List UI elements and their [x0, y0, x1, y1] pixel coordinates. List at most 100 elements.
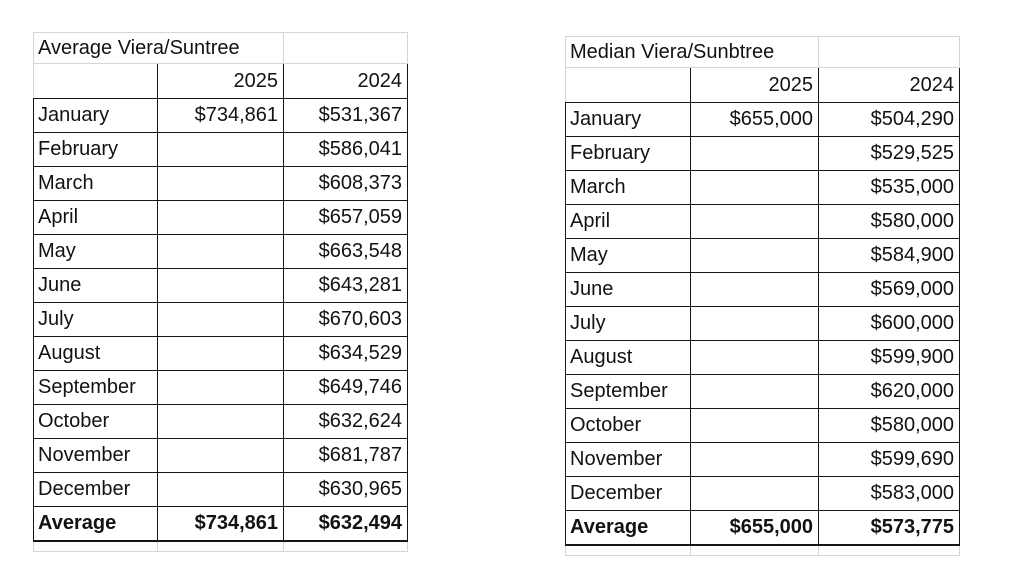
cell-average-2025[interactable]: $655,000: [690, 510, 819, 546]
cell-value-2025[interactable]: [157, 268, 284, 303]
cell-value-2024[interactable]: $600,000: [818, 306, 960, 341]
cell-month[interactable]: February: [565, 136, 691, 171]
cell-value-2025[interactable]: [157, 370, 284, 405]
table-footer-row: Average $734,861 $632,494: [33, 506, 408, 542]
cell-month[interactable]: October: [33, 404, 158, 439]
cell-average-2025[interactable]: $734,861: [157, 506, 284, 542]
cell-value-2025[interactable]: [690, 136, 819, 171]
cell-value-2025[interactable]: [157, 336, 284, 371]
table-row: March $608,373: [33, 166, 408, 201]
cell-month[interactable]: September: [33, 370, 158, 405]
cell-value-2025[interactable]: [690, 306, 819, 341]
cell-value-2025[interactable]: [690, 476, 819, 511]
cell-month[interactable]: September: [565, 374, 691, 409]
cell-month[interactable]: May: [33, 234, 158, 269]
empty-cell[interactable]: [283, 32, 408, 64]
cell-month[interactable]: June: [565, 272, 691, 307]
cell-value-2024[interactable]: $670,603: [283, 302, 408, 337]
table-title-cell[interactable]: Average Viera/Suntree: [33, 32, 284, 64]
cell-month[interactable]: August: [565, 340, 691, 375]
year-header-2024[interactable]: 2024: [283, 63, 408, 99]
table-row: Median Viera/Sunbtree: [565, 36, 960, 68]
table-row: November $681,787: [33, 438, 408, 473]
cell-month[interactable]: January: [33, 98, 158, 133]
table-row: February $529,525: [565, 136, 960, 171]
cell-value-2025[interactable]: [157, 472, 284, 507]
cell-value-2024[interactable]: $531,367: [283, 98, 408, 133]
table-row: January $734,861 $531,367: [33, 98, 408, 133]
cell-month[interactable]: October: [565, 408, 691, 443]
cell-value-2024[interactable]: $632,624: [283, 404, 408, 439]
cell-value-2025[interactable]: [157, 234, 284, 269]
cell-value-2024[interactable]: $504,290: [818, 102, 960, 137]
cell-month[interactable]: November: [33, 438, 158, 473]
empty-cell: [565, 545, 691, 556]
cell-value-2024[interactable]: $620,000: [818, 374, 960, 409]
cell-month[interactable]: December: [565, 476, 691, 511]
year-header-2024[interactable]: 2024: [818, 67, 960, 103]
corner-cell[interactable]: [565, 67, 691, 103]
cell-value-2025[interactable]: [690, 272, 819, 307]
cell-value-2024[interactable]: $586,041: [283, 132, 408, 167]
cell-month[interactable]: April: [565, 204, 691, 239]
cell-value-2025[interactable]: [157, 302, 284, 337]
cell-value-2024[interactable]: $649,746: [283, 370, 408, 405]
cell-month[interactable]: August: [33, 336, 158, 371]
empty-cell: [690, 545, 819, 556]
table-row: July $600,000: [565, 306, 960, 341]
cell-value-2025[interactable]: $655,000: [690, 102, 819, 137]
cell-value-2025[interactable]: [157, 200, 284, 235]
table-row: February $586,041: [33, 132, 408, 167]
cell-value-2024[interactable]: $599,900: [818, 340, 960, 375]
cell-average-2024[interactable]: $573,775: [818, 510, 960, 546]
cell-value-2025[interactable]: [690, 340, 819, 375]
cell-month[interactable]: November: [565, 442, 691, 477]
cell-value-2025[interactable]: [690, 408, 819, 443]
cell-value-2024[interactable]: $643,281: [283, 268, 408, 303]
cell-value-2024[interactable]: $569,000: [818, 272, 960, 307]
cell-average-label[interactable]: Average: [33, 506, 158, 542]
corner-cell[interactable]: [33, 63, 158, 99]
cell-value-2024[interactable]: $599,690: [818, 442, 960, 477]
cell-value-2025[interactable]: $734,861: [157, 98, 284, 133]
cell-value-2024[interactable]: $608,373: [283, 166, 408, 201]
cell-value-2024[interactable]: $580,000: [818, 204, 960, 239]
cell-value-2024[interactable]: $583,000: [818, 476, 960, 511]
cell-value-2024[interactable]: $535,000: [818, 170, 960, 205]
cell-month[interactable]: February: [33, 132, 158, 167]
year-header-2025[interactable]: 2025: [157, 63, 284, 99]
cell-month[interactable]: March: [33, 166, 158, 201]
cell-average-2024[interactable]: $632,494: [283, 506, 408, 542]
cell-value-2025[interactable]: [690, 238, 819, 273]
cell-value-2025[interactable]: [690, 442, 819, 477]
cell-value-2024[interactable]: $681,787: [283, 438, 408, 473]
cell-value-2025[interactable]: [690, 374, 819, 409]
cell-value-2024[interactable]: $657,059: [283, 200, 408, 235]
table-row: August $599,900: [565, 340, 960, 375]
cell-month[interactable]: June: [33, 268, 158, 303]
cell-month[interactable]: January: [565, 102, 691, 137]
cell-value-2025[interactable]: [157, 166, 284, 201]
cell-month[interactable]: July: [33, 302, 158, 337]
year-header-2025[interactable]: 2025: [690, 67, 819, 103]
cell-value-2025[interactable]: [157, 438, 284, 473]
cell-value-2025[interactable]: [690, 170, 819, 205]
cell-month[interactable]: March: [565, 170, 691, 205]
cell-value-2024[interactable]: $580,000: [818, 408, 960, 443]
cell-value-2025[interactable]: [157, 404, 284, 439]
cell-month[interactable]: April: [33, 200, 158, 235]
cell-value-2024[interactable]: $584,900: [818, 238, 960, 273]
cell-value-2024[interactable]: $630,965: [283, 472, 408, 507]
cell-value-2024[interactable]: $634,529: [283, 336, 408, 371]
gridline-stub-row: [565, 545, 960, 556]
cell-month[interactable]: December: [33, 472, 158, 507]
cell-value-2024[interactable]: $663,548: [283, 234, 408, 269]
cell-value-2025[interactable]: [690, 204, 819, 239]
cell-average-label[interactable]: Average: [565, 510, 691, 546]
table-title-cell[interactable]: Median Viera/Sunbtree: [565, 36, 819, 68]
cell-value-2025[interactable]: [157, 132, 284, 167]
empty-cell[interactable]: [818, 36, 960, 68]
cell-month[interactable]: May: [565, 238, 691, 273]
cell-value-2024[interactable]: $529,525: [818, 136, 960, 171]
cell-month[interactable]: July: [565, 306, 691, 341]
